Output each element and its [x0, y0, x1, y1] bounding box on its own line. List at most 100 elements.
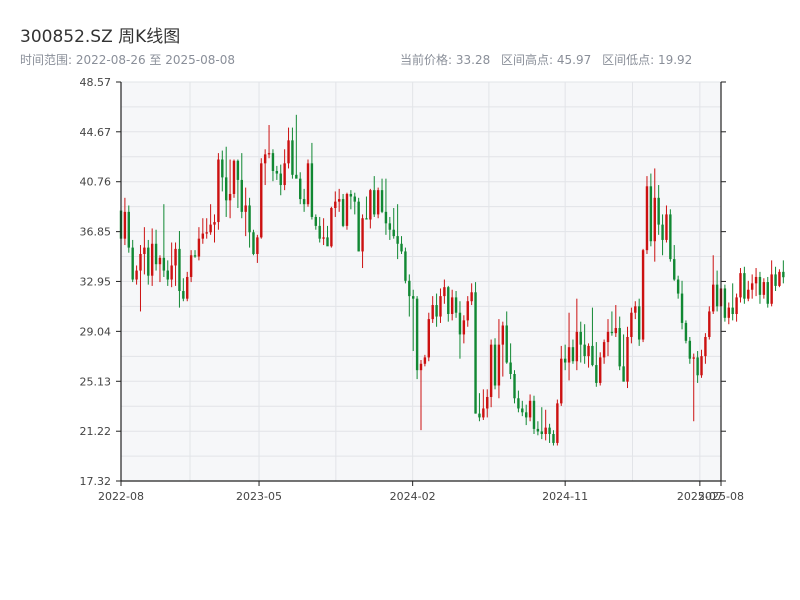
candle [365, 196, 368, 220]
candle [618, 316, 621, 371]
candle [470, 283, 473, 306]
candle-body [330, 208, 333, 247]
candle [735, 293, 738, 322]
chart-title: 300852.SZ 周K线图 [20, 27, 181, 47]
candle-body [373, 190, 376, 215]
candle [634, 301, 637, 320]
candle-body [447, 287, 450, 314]
candle [306, 159, 310, 207]
candle-body [384, 211, 388, 224]
candle-body [213, 222, 216, 225]
candle [228, 159, 232, 219]
candle [260, 158, 263, 239]
candle [665, 205, 668, 243]
candle-body [661, 224, 664, 240]
candle [661, 214, 664, 256]
candle [256, 234, 259, 263]
candle [556, 399, 559, 446]
candle-body [528, 400, 532, 418]
candle-body [224, 177, 228, 201]
candle-body [684, 322, 688, 341]
candle [131, 239, 134, 283]
candle [330, 206, 333, 248]
candle-body [412, 296, 415, 299]
candle-body [521, 408, 524, 413]
candle-body [595, 365, 598, 383]
candle-body [486, 396, 489, 409]
candle [489, 339, 493, 408]
candle [248, 197, 251, 248]
candle [291, 127, 294, 179]
candle-body [415, 298, 419, 371]
candle-body [310, 163, 314, 217]
candle-body [688, 340, 692, 359]
candle-body [154, 243, 158, 265]
candle-body [669, 214, 672, 260]
candle [731, 283, 734, 321]
candle [723, 284, 727, 322]
candle-body [217, 159, 220, 223]
candle [583, 324, 586, 364]
candle-body [376, 190, 380, 215]
candle [236, 159, 240, 209]
candle [657, 185, 660, 235]
candle [435, 293, 438, 327]
candle [450, 289, 454, 321]
candle-body [162, 257, 166, 271]
candle-body [275, 170, 279, 174]
candle-body [754, 276, 758, 284]
candle-body [170, 265, 173, 280]
candle-body [563, 358, 567, 363]
candle [673, 245, 676, 281]
candle [419, 359, 423, 431]
y-tick-label: 36.85 [80, 226, 112, 239]
candle-body [271, 153, 275, 171]
candle [782, 260, 785, 284]
candle-body [178, 248, 181, 292]
candle-body [641, 250, 645, 340]
candle-body [731, 307, 734, 314]
candle-body [673, 259, 676, 280]
candle-body [431, 305, 434, 320]
candle [205, 218, 208, 239]
candle-body [637, 306, 641, 340]
candle [641, 248, 645, 343]
candle [517, 390, 520, 413]
candle-body [263, 154, 267, 164]
candle [396, 204, 399, 260]
candle [766, 276, 769, 308]
candle [462, 315, 466, 344]
candle [758, 271, 762, 304]
candle [778, 269, 781, 288]
candle-body [123, 211, 127, 239]
candle [599, 352, 602, 386]
candle-body [291, 140, 294, 175]
candle [337, 188, 341, 212]
x-tick-label: 2022-08 [98, 490, 144, 503]
candle-body [369, 190, 372, 220]
candle-body [127, 211, 130, 248]
candle-body [396, 236, 399, 244]
candle [684, 320, 688, 344]
candle-body [279, 173, 282, 186]
candle-body [150, 243, 154, 276]
candle [540, 407, 543, 440]
candle-body [228, 193, 232, 201]
candle-body [747, 289, 750, 299]
candle-body [692, 357, 695, 359]
candle [182, 278, 185, 302]
candle [174, 242, 177, 286]
candle [770, 260, 773, 307]
candle [287, 127, 290, 169]
candle [147, 239, 150, 285]
candle [150, 228, 154, 286]
candle [528, 394, 532, 422]
candle [213, 214, 216, 243]
candle-body [560, 358, 563, 404]
candle [263, 149, 267, 186]
candle [649, 173, 653, 247]
candle [739, 268, 742, 303]
y-tick-label: 17.32 [80, 475, 112, 488]
candle [275, 165, 279, 180]
candle [595, 342, 598, 387]
